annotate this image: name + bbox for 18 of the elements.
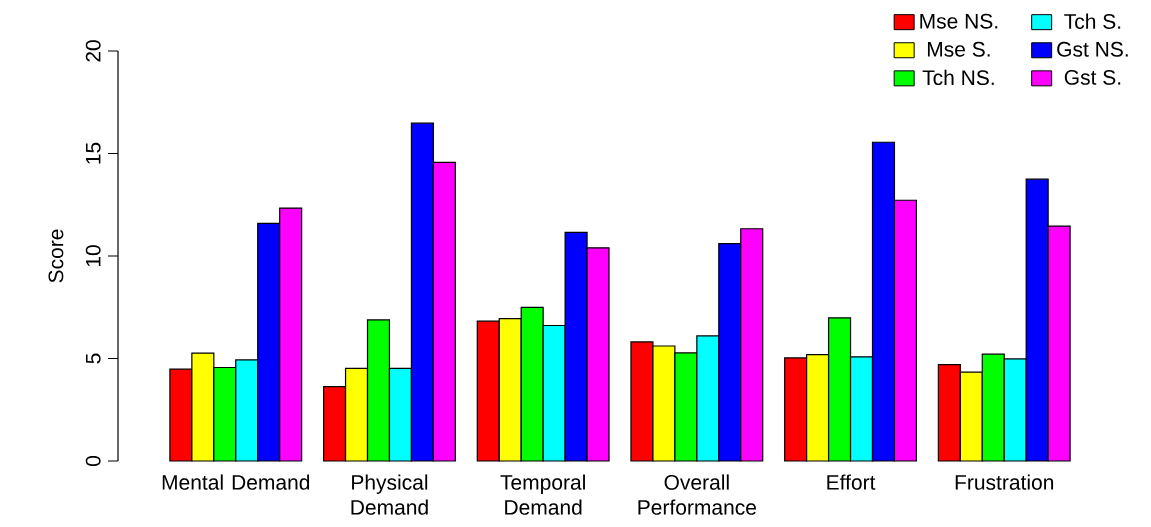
- y-tick-label: 5: [85, 353, 101, 364]
- y-tick-label: 20: [85, 40, 101, 62]
- legend-label: Tch NS.: [922, 69, 994, 86]
- y-tick-label: 10: [85, 245, 101, 267]
- legend-label: Mse NS.: [920, 13, 998, 29]
- y-tick-label: 15: [85, 142, 101, 164]
- x-tick-label: Frustration: [955, 474, 1054, 490]
- x-tick-label: Physical Demand: [351, 474, 428, 515]
- x-tick-label: Effort: [827, 474, 876, 490]
- x-tick-label: Temporal Demand: [500, 474, 585, 515]
- legend-label: Tch S.: [1064, 13, 1121, 29]
- y-axis-title: Score: [48, 229, 64, 283]
- x-tick-label: Mental Demand: [162, 474, 310, 490]
- legend-label: Gst S.: [1064, 69, 1121, 85]
- x-tick-label: Overall Performance: [638, 474, 756, 515]
- y-tick-label: 0: [85, 455, 101, 467]
- legend-label: Mse S.: [927, 41, 990, 57]
- legend-label: Gst NS.: [1057, 41, 1128, 57]
